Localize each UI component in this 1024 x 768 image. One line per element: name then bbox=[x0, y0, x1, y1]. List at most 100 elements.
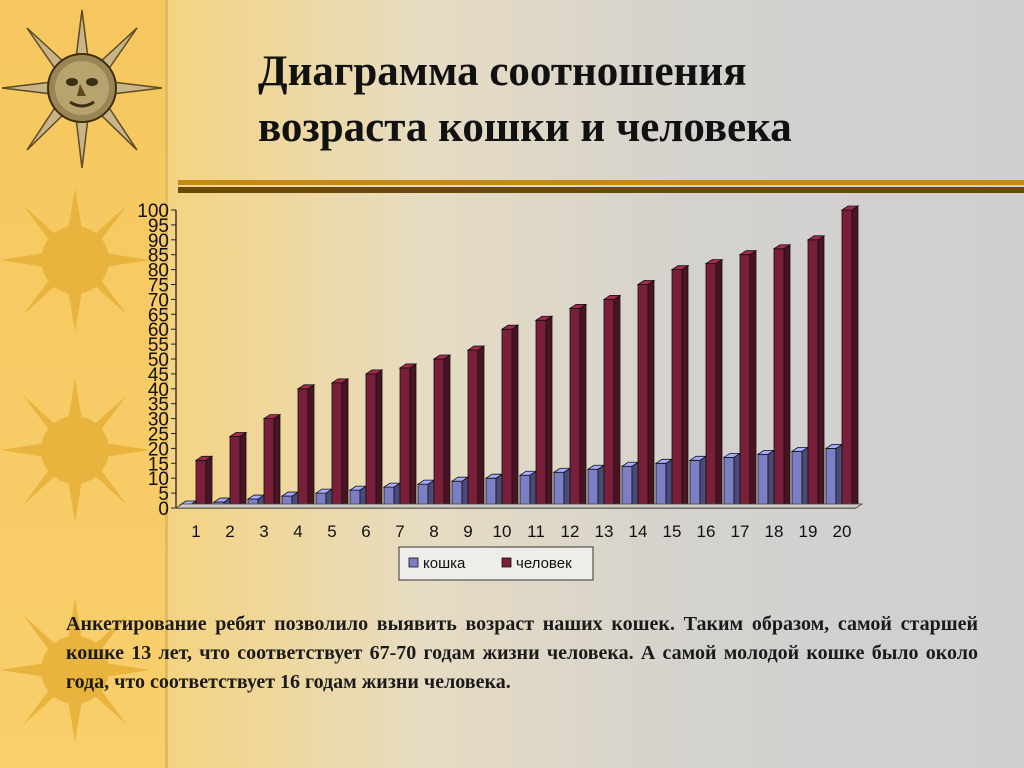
bar-human bbox=[602, 294, 622, 509]
legend: кошка человек bbox=[398, 546, 594, 581]
title-line-1: Диаграмма соотношения bbox=[258, 48, 747, 95]
bar-human bbox=[228, 431, 248, 509]
x-tick-label: 17 bbox=[731, 522, 750, 541]
bar-front bbox=[569, 307, 581, 509]
bar-cat bbox=[552, 467, 572, 509]
bar-front bbox=[553, 471, 565, 509]
bar-side bbox=[647, 279, 655, 509]
bar-human bbox=[704, 258, 724, 509]
x-tick-label: 6 bbox=[361, 522, 370, 541]
bar-side bbox=[767, 449, 775, 509]
bar-top bbox=[738, 250, 758, 256]
bar-front bbox=[229, 436, 241, 509]
y-tick-label: 75 bbox=[148, 276, 169, 297]
bar-top bbox=[466, 345, 486, 351]
y-tick-label: 30 bbox=[148, 410, 169, 431]
bar-side bbox=[715, 258, 723, 509]
y-tick-label: 10 bbox=[148, 469, 169, 490]
bar-front bbox=[637, 284, 649, 509]
bar-front bbox=[773, 248, 785, 509]
bar-side bbox=[801, 446, 809, 509]
decorative-sun-icon bbox=[0, 378, 150, 522]
bar-side bbox=[835, 443, 843, 509]
bar-front bbox=[757, 453, 769, 509]
x-tick-label: 7 bbox=[395, 522, 404, 541]
legend-box bbox=[398, 546, 594, 581]
y-tick-label: 25 bbox=[148, 425, 169, 446]
y-tick-label: 85 bbox=[148, 246, 169, 267]
y-tick-label: 0 bbox=[158, 499, 169, 520]
bar-side bbox=[409, 363, 417, 509]
bar-side bbox=[597, 464, 605, 509]
bar-front bbox=[689, 459, 701, 509]
title-line-2: возраста кошки и человека bbox=[258, 104, 792, 151]
bar-side bbox=[579, 303, 587, 509]
y-tick-label: 45 bbox=[148, 365, 169, 386]
x-tick-label: 13 bbox=[595, 522, 614, 541]
bar-top bbox=[364, 369, 384, 375]
y-tick-label: 35 bbox=[148, 395, 169, 416]
bar-side bbox=[817, 235, 825, 509]
y-axis: 0510152025303540455055606570758085909510… bbox=[137, 201, 177, 520]
x-tick-label: 10 bbox=[493, 522, 512, 541]
bar-top bbox=[262, 414, 282, 420]
bar-cat bbox=[518, 470, 538, 509]
bar-front bbox=[825, 447, 837, 509]
bar-side bbox=[205, 455, 213, 509]
bar-human bbox=[398, 363, 418, 509]
bar-human bbox=[194, 455, 214, 509]
x-tick-label: 2 bbox=[225, 522, 234, 541]
bar-top bbox=[228, 432, 248, 437]
x-tick-label: 15 bbox=[663, 522, 682, 541]
bar-side bbox=[681, 264, 689, 509]
x-tick-label: 16 bbox=[697, 522, 716, 541]
bar-human bbox=[296, 384, 316, 509]
bar-front bbox=[297, 388, 309, 509]
bar-top bbox=[704, 259, 724, 265]
bar-side bbox=[239, 431, 247, 509]
bar-human bbox=[534, 315, 554, 509]
y-tick-label: 100 bbox=[137, 201, 169, 222]
x-tick-label: 5 bbox=[327, 522, 336, 541]
bar-side bbox=[461, 476, 469, 509]
bar-front bbox=[791, 450, 803, 509]
bar-cat bbox=[824, 443, 844, 509]
x-tick-label: 12 bbox=[561, 522, 580, 541]
legend-swatch bbox=[408, 557, 419, 568]
bar-cat bbox=[620, 461, 640, 509]
x-tick-label: 8 bbox=[429, 522, 438, 541]
bar-front bbox=[263, 418, 275, 509]
bars bbox=[178, 205, 860, 509]
bar-top bbox=[670, 265, 690, 271]
bar-cat bbox=[450, 476, 470, 509]
bar-front bbox=[467, 349, 479, 509]
x-axis: 1 2 3 4 5 6 7 8 9 10 11 12 13 14 15 16 17 18 19 20 bbox=[174, 503, 864, 541]
title-underline-bar bbox=[178, 180, 1024, 193]
bar-side bbox=[665, 458, 673, 509]
bar-human bbox=[670, 264, 690, 509]
y-tick-label: 20 bbox=[148, 439, 169, 460]
bar-human bbox=[262, 413, 282, 509]
bar-cat bbox=[688, 455, 708, 509]
bar-side bbox=[733, 452, 741, 509]
y-tick-label: 70 bbox=[148, 290, 169, 311]
metal-sun-face-icon bbox=[1, 9, 163, 169]
bar-top bbox=[806, 235, 826, 241]
bar-cat bbox=[484, 473, 504, 509]
bar-side bbox=[477, 345, 485, 509]
bar-front bbox=[587, 468, 599, 509]
slide-title: Диаграмма соотношения возраста кошки и ч… bbox=[258, 44, 958, 156]
bar-cat bbox=[654, 458, 674, 509]
bar-cat bbox=[586, 464, 606, 509]
bar-front bbox=[535, 319, 547, 509]
bar-front bbox=[655, 462, 667, 509]
bar-front bbox=[433, 358, 445, 509]
bar-front bbox=[807, 239, 819, 509]
chart-floor bbox=[174, 503, 864, 509]
legend-swatch bbox=[501, 557, 512, 568]
x-tick-label: 3 bbox=[259, 522, 268, 541]
x-tick-label: 4 bbox=[293, 522, 302, 541]
bar-side bbox=[783, 243, 791, 509]
bar-top bbox=[840, 205, 860, 211]
x-tick-label: 1 bbox=[191, 522, 200, 541]
